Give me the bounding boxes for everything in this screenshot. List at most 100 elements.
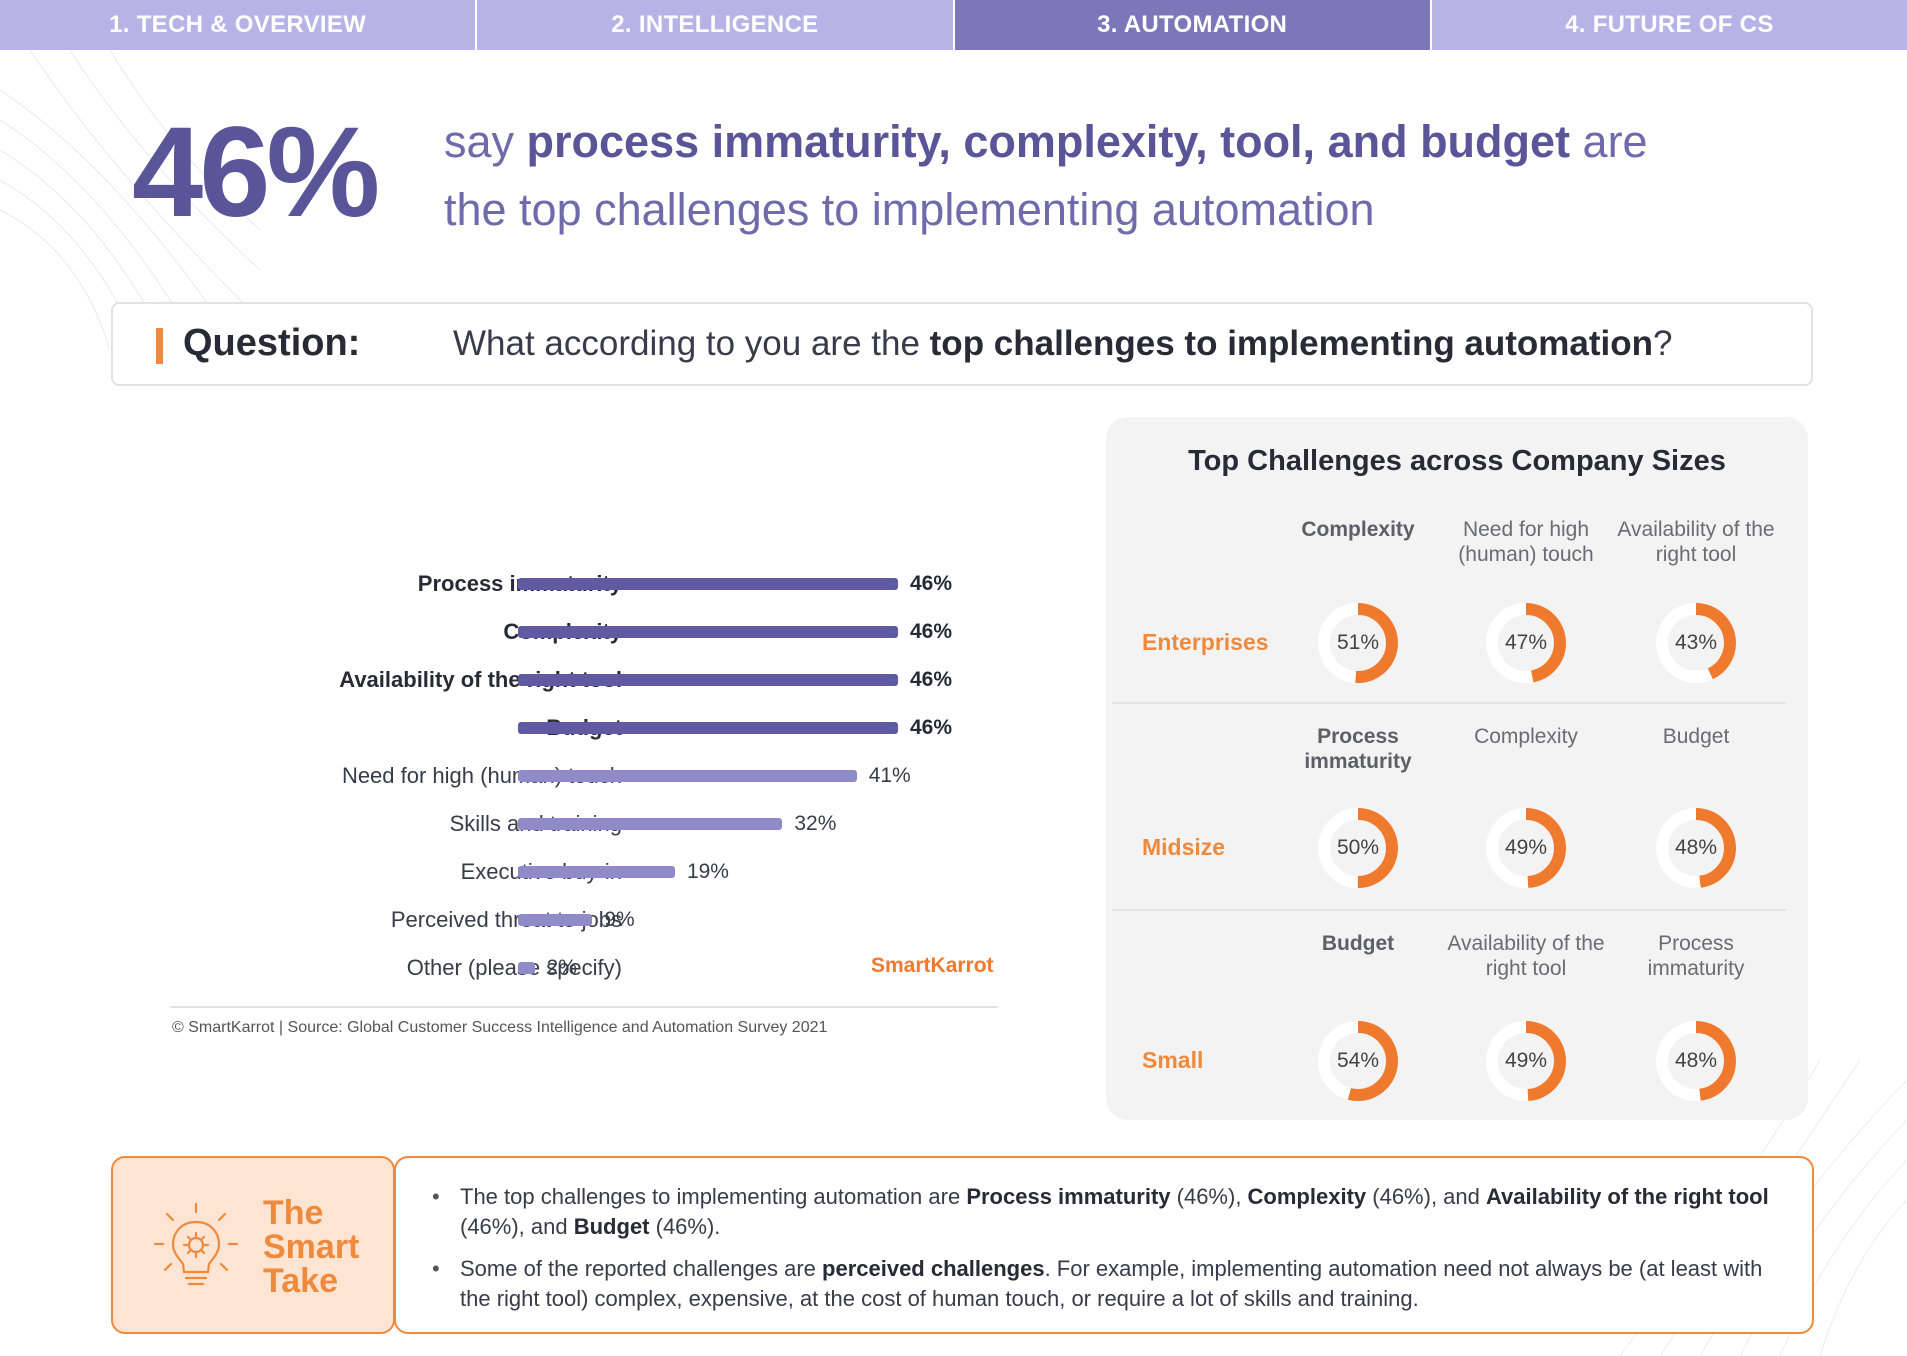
bullet-segment: Process immaturity (966, 1184, 1171, 1209)
bullet-segment: Availability of the right tool (1485, 1184, 1769, 1209)
tab-future-of-cs[interactable]: 4. FUTURE OF CS (1431, 0, 1907, 50)
bar-row: Process immaturity46% (140, 560, 1000, 608)
bar (518, 962, 535, 974)
donut-value-label: 49% (1504, 836, 1548, 859)
brand-logo: SmartKarrot (871, 954, 994, 977)
donut-value-label: 54% (1336, 1049, 1380, 1072)
headline-pre: say (444, 116, 527, 167)
donut-value-label: 51% (1336, 631, 1380, 654)
bullet-segment: (46%), (1170, 1184, 1248, 1209)
bar-value-label: 2% (546, 956, 577, 979)
donut-chart: 51% (1308, 593, 1408, 693)
bullet-segment: Complexity (1247, 1184, 1367, 1209)
donut-arc (1656, 808, 1736, 888)
bar-value-label: 41% (868, 764, 911, 787)
donut-arc (1656, 603, 1736, 683)
bullet-segment: perceived challenges (822, 1256, 1045, 1281)
bar-row: Availability of the right tool 46% (140, 656, 1000, 704)
bar-row: Complexity46% (140, 608, 1000, 656)
donut-arc (1318, 808, 1398, 888)
donut-chart: 48% (1646, 798, 1746, 898)
bar-value-label: 46% (910, 716, 953, 739)
question-text: What according to you are the top challe… (453, 324, 1673, 364)
bar-row: Need for high (human) touch 41% (140, 752, 1000, 800)
bullet-segment: (46%), and (1366, 1184, 1486, 1209)
smart-take-badge: The Smart Take (111, 1156, 395, 1334)
challenge-label: Process immaturity (1647, 932, 1745, 980)
question-box: Question: What according to you are the … (111, 302, 1813, 386)
question-post: ? (1653, 324, 1673, 363)
donut-value-label: 49% (1504, 1049, 1548, 1072)
smart-take-content: The top challenges to implementing autom… (394, 1156, 1814, 1334)
challenge-label: Complexity (1301, 518, 1415, 541)
bar-row: Budget46% (140, 704, 1000, 752)
bar-row: Executive buy-in19% (140, 848, 1000, 896)
smart-take-bullet: Some of the reported challenges are perc… (432, 1254, 1772, 1314)
bar-value-label: 32% (794, 812, 837, 835)
panel-row-separator (1112, 702, 1786, 704)
donut-value-label: 50% (1336, 836, 1380, 859)
challenge-label: Budget (1662, 725, 1730, 748)
bar-row: Perceived threat to jobs 9% (140, 896, 1000, 944)
panel-title: Top Challenges across Company Sizes (1188, 445, 1726, 477)
challenge-label: Process immaturity (1304, 725, 1412, 773)
source-note: © SmartKarrot | Source: Global Customer … (172, 1019, 828, 1036)
bar (518, 866, 675, 878)
challenges-bar-chart: Process immaturity46%Complexity46%Availa… (140, 560, 1000, 980)
bullet-segment: Budget (573, 1214, 650, 1239)
bullet-segment: The top challenges to implementing autom… (460, 1184, 967, 1209)
donut-chart: 50% (1308, 798, 1408, 898)
question-accent-bar (156, 328, 163, 364)
donut-value-label: 47% (1504, 631, 1548, 654)
smart-take-title-line: Smart (263, 1228, 360, 1266)
donut-chart: 49% (1476, 798, 1576, 898)
donut-arc (1318, 1021, 1398, 1101)
donut-arc (1656, 1021, 1736, 1101)
donut-arc (1486, 603, 1566, 683)
donut-value-label: 43% (1674, 631, 1718, 654)
headline-bold: process immaturity, complexity, tool, an… (526, 116, 1571, 167)
smart-take-title-line: Take (263, 1262, 338, 1300)
section-tabs: 1. TECH & OVERVIEW 2. INTELLIGENCE 3. AU… (0, 0, 1907, 50)
bar-value-label: 46% (910, 620, 953, 643)
donut-arc (1486, 1021, 1566, 1101)
smart-take-bullet: The top challenges to implementing autom… (432, 1182, 1772, 1242)
bar (518, 626, 898, 638)
bar (518, 818, 783, 830)
bar (518, 914, 593, 926)
bar-row: Skills and training32% (140, 800, 1000, 848)
bar-value-label: 46% (910, 572, 953, 595)
donut-value-label: 48% (1674, 836, 1718, 859)
headline-text: say process immaturity, complexity, tool… (444, 108, 1764, 244)
bullet-segment: Some of the reported challenges are (460, 1256, 823, 1281)
bar (518, 770, 857, 782)
bar-value-label: 46% (910, 668, 953, 691)
company-size-label: Small (1142, 1047, 1204, 1073)
smart-take-title-line: The (263, 1194, 324, 1232)
donut-arc (1486, 808, 1566, 888)
chart-divider (170, 1006, 998, 1008)
donut-value-label: 48% (1674, 1049, 1718, 1072)
tab-automation[interactable]: 3. AUTOMATION (954, 0, 1432, 50)
donut-chart: 54% (1308, 1011, 1408, 1111)
panel-row-separator (1112, 909, 1786, 911)
bullet-segment: . For example, implementing automation n… (460, 1256, 1763, 1311)
tab-tech-overview[interactable]: 1. TECH & OVERVIEW (0, 0, 478, 50)
headline-line2: the top challenges to implementing autom… (444, 184, 1375, 235)
challenge-label: Availability of the right tool (1447, 932, 1605, 980)
bar (518, 578, 898, 590)
bar-value-label: 19% (686, 860, 729, 883)
bar-category-label: Other (please specify) (406, 955, 622, 980)
bullet-segment: (46%), and (460, 1214, 574, 1239)
tab-intelligence[interactable]: 2. INTELLIGENCE (477, 0, 955, 50)
donut-chart: 49% (1476, 1011, 1576, 1111)
challenge-label: Availability of the right tool (1617, 518, 1775, 566)
company-size-panel: Top Challenges across Company Sizes Ente… (1106, 417, 1808, 1120)
bullet-segment: (46%). (649, 1214, 721, 1239)
question-label: Question: (183, 322, 361, 364)
smart-take-title: The Smart Take (263, 1196, 359, 1298)
donut-arc (1318, 603, 1398, 683)
donut-chart: 48% (1646, 1011, 1746, 1111)
challenge-label: Budget (1321, 932, 1395, 955)
smart-take-bullets: The top challenges to implementing autom… (432, 1182, 1772, 1326)
